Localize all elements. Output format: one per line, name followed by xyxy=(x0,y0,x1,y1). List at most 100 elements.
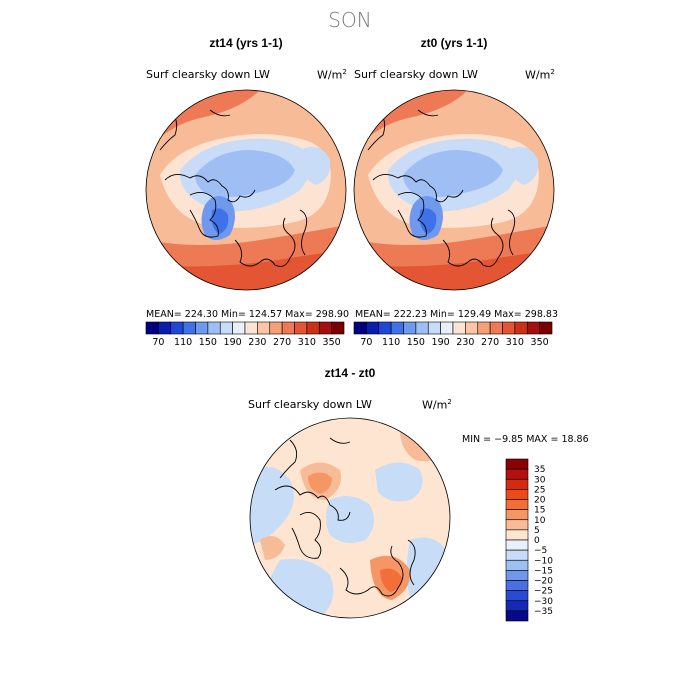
panel-2-colorbar-tick-label: 110 xyxy=(382,337,400,348)
diff-panel-title: zt14 - zt0 xyxy=(324,366,376,380)
panel-2-colorbar-swatch xyxy=(366,321,380,335)
diff-panel-colorbar-tick-label: −10 xyxy=(534,556,553,566)
panel-1-colorbar: 70 110 150 190 230 270 310 350 xyxy=(145,321,345,348)
diff-panel-colorbar-swatch xyxy=(505,478,529,490)
panel-2-colorbar-swatch xyxy=(353,321,367,335)
panel-2-colorbar-tick-label: 350 xyxy=(531,337,549,348)
panel-2-colorbar-tick-label: 150 xyxy=(407,337,425,348)
diff-panel-colorbar-tick-label: −25 xyxy=(534,587,553,597)
panel-2-colorbar-tick-label: 190 xyxy=(432,337,450,348)
panel-1-colorbar-swatch xyxy=(306,321,320,335)
panel-1-colorbar-tick-label: 230 xyxy=(248,337,266,348)
diff-panel-colorbar-tick-label: 5 xyxy=(534,526,540,536)
panel-1-colorbar-tick-label: 190 xyxy=(224,337,242,348)
panel-2-colorbar-swatch xyxy=(502,321,516,335)
panel-1-colorbar-swatch xyxy=(331,321,345,335)
panel-1-colorbar-tick-label: 150 xyxy=(199,337,217,348)
panel-1-colorbar-swatch xyxy=(195,321,209,335)
diff-panel-colorbar-swatch xyxy=(505,610,529,622)
diff-panel-colorbar-swatch xyxy=(505,458,529,470)
panel-1-units-base: W/m xyxy=(317,68,343,82)
panel-2-colorbar-swatch xyxy=(403,321,417,335)
panel-2-colorbar-swatch xyxy=(465,321,479,335)
diff-panel-colorbar-tick-label: −35 xyxy=(534,607,553,617)
diff-panel-colorbar-tick-label: 20 xyxy=(534,496,546,506)
panel-1-title: zt14 (yrs 1-1) xyxy=(209,36,283,50)
panel-2-colorbar-swatch xyxy=(526,321,540,335)
diff-panel-colorbar-tick-label: 35 xyxy=(534,465,545,475)
panel-1-colorbar-swatch xyxy=(232,321,246,335)
diff-panel-variable: Surf clearsky down LW xyxy=(248,398,372,411)
panel-1-colorbar-tick-label: 110 xyxy=(174,337,192,348)
panel-1-colorbar-swatch xyxy=(219,321,233,335)
diff-panel-colorbar-swatch xyxy=(505,559,529,571)
panel-2-colorbar-tick-label: 310 xyxy=(506,337,524,348)
diff-panel-units-base: W/m xyxy=(422,398,448,412)
panel-2-units-exp: 2 xyxy=(550,68,555,76)
panel-2-colorbar-swatch xyxy=(378,321,392,335)
panel-2-colorbar-tick-label: 230 xyxy=(456,337,474,348)
panel-2-title: zt0 (yrs 1-1) xyxy=(420,36,488,50)
panel-1-colorbar-tick-label: 270 xyxy=(273,337,291,348)
diff-panel-colorbar-swatch xyxy=(505,468,529,480)
diff-panel-colorbar-swatch xyxy=(505,529,529,541)
panel-1-colorbar-swatch xyxy=(269,321,283,335)
diff-panel-colorbar-tick-label: 25 xyxy=(534,485,545,495)
diff-panel-colorbar-swatch xyxy=(505,549,529,561)
panel-1-colorbar-swatch xyxy=(170,321,184,335)
diff-panel-colorbar-swatch xyxy=(505,539,529,551)
panel-1-stats: MEAN= 224.30 Min= 124.57 Max= 298.90 xyxy=(146,309,350,320)
panel-2-stats: MEAN= 222.23 Min= 129.49 Max= 298.83 xyxy=(355,309,559,320)
panel-1-colorbar-swatch xyxy=(145,321,159,335)
panel-2-colorbar-swatch xyxy=(539,321,553,335)
diff-panel-colorbar-swatch xyxy=(505,519,529,531)
figure-title: SON xyxy=(328,8,372,32)
diff-panel-colorbar-swatch xyxy=(505,489,529,500)
diff-panel-colorbar-tick-label: 0 xyxy=(534,536,540,546)
diff-panel-colorbar-tick-label: 10 xyxy=(534,516,546,526)
panel-1-colorbar-swatch xyxy=(244,321,258,335)
panel-2-map xyxy=(353,89,555,291)
diff-panel-units: W/m2 xyxy=(422,398,452,412)
panel-1-colorbar-tick-label: 350 xyxy=(323,337,341,348)
diff-panel-colorbar-swatch xyxy=(505,600,529,612)
panel-1-units-exp: 2 xyxy=(342,68,347,76)
diff-panel-colorbar-tick-label: 30 xyxy=(534,475,546,485)
diff-panel-colorbar-swatch xyxy=(505,580,529,591)
panel-2-variable: Surf clearsky down LW xyxy=(354,68,478,81)
diff-panel-colorbar-swatch xyxy=(505,590,529,602)
diff-panel-colorbar-tick-label: −20 xyxy=(534,577,553,587)
diff-panel-colorbar-tick-label: −30 xyxy=(534,597,553,607)
panel-1-units: W/m2 xyxy=(317,68,347,82)
panel-1-colorbar-tick-label: 70 xyxy=(152,337,164,348)
diff-panel-units-exp: 2 xyxy=(447,398,452,406)
panel-1-variable: Surf clearsky down LW xyxy=(146,68,270,81)
panel-1-colorbar-swatch xyxy=(318,321,332,335)
diff-panel-colorbar-tick-label: 15 xyxy=(534,506,545,516)
panel-2-colorbar-swatch xyxy=(514,321,528,335)
panel-2-colorbar-swatch xyxy=(440,321,454,335)
panel-2-colorbar-swatch xyxy=(427,321,441,335)
panel-2-colorbar-tick-label: 270 xyxy=(481,337,499,348)
panel-1-colorbar-tick-label: 310 xyxy=(298,337,316,348)
panel-1-colorbar-swatch xyxy=(207,321,221,335)
panel-1-colorbar-swatch xyxy=(281,321,295,335)
panel-1-map xyxy=(145,89,347,291)
panel-1-colorbar-swatch xyxy=(182,321,196,335)
panel-2-units: W/m2 xyxy=(525,68,555,82)
panel-2-colorbar: 70 110 150 190 230 270 310 350 xyxy=(353,321,553,348)
panel-1-colorbar-swatch xyxy=(158,321,172,335)
diff-panel-colorbar-swatch xyxy=(505,499,529,510)
panel-2-colorbar-swatch xyxy=(489,321,503,335)
diff-panel-colorbar-swatch xyxy=(505,570,529,581)
panel-2-colorbar-tick-label: 70 xyxy=(360,337,372,348)
panel-2-colorbar-swatch xyxy=(477,321,491,335)
diff-panel-colorbar-tick-label: −5 xyxy=(534,546,547,556)
panel-1-colorbar-swatch xyxy=(257,321,271,335)
panel-1-colorbar-swatch xyxy=(294,321,308,335)
diff-panel-map xyxy=(249,417,451,619)
diff-panel-colorbar-swatch xyxy=(505,509,529,521)
panel-2-units-base: W/m xyxy=(525,68,551,82)
